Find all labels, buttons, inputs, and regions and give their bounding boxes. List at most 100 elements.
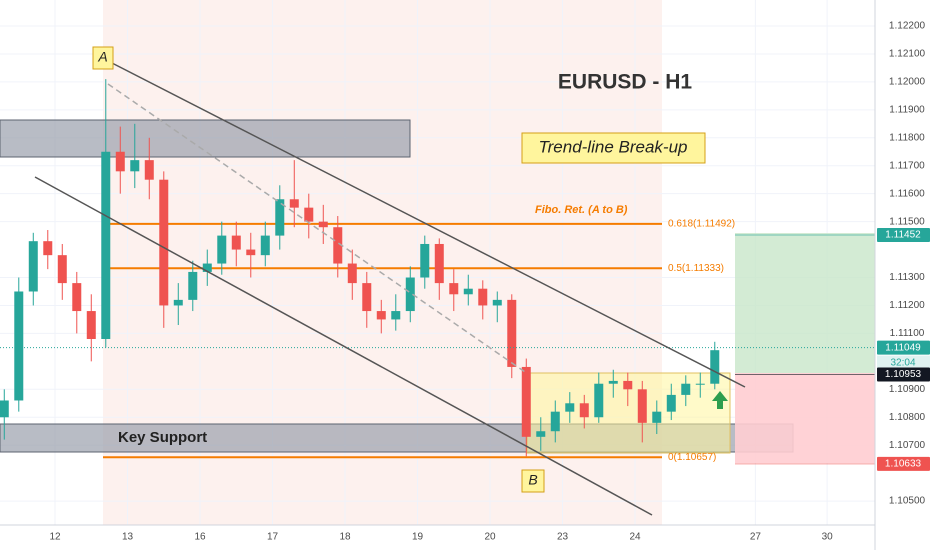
x-tick-label: 24	[629, 532, 641, 543]
candle-body	[695, 383, 705, 385]
candle-body	[159, 179, 169, 306]
candle-body	[536, 431, 546, 437]
candle-body	[507, 299, 517, 367]
candle-body	[130, 160, 140, 172]
candle-body	[710, 350, 720, 384]
x-tick-label: 18	[339, 532, 351, 543]
candle-body	[72, 283, 82, 312]
fib-label: 0.5(1.11333)	[668, 263, 724, 274]
y-tick-label: 1.12100	[889, 49, 926, 60]
candle-body	[565, 403, 575, 412]
countdown-badge	[877, 355, 930, 370]
zone-label: Key Support	[118, 429, 207, 446]
candle-body	[666, 394, 676, 412]
candle-body	[434, 243, 444, 284]
label-box	[521, 132, 706, 164]
y-tick-label: 1.10500	[889, 496, 926, 507]
trend-line	[109, 61, 746, 388]
price-badge	[877, 228, 930, 243]
arrow-up	[712, 391, 728, 409]
candle-body	[579, 403, 589, 418]
y-tick-label: 1.10900	[889, 384, 926, 395]
candle-body	[420, 243, 430, 278]
x-tick-label: 20	[484, 532, 496, 543]
candle-body	[14, 291, 24, 401]
candle-body	[217, 235, 227, 264]
y-tick-label: 1.11200	[889, 300, 925, 311]
x-tick-label: 30	[822, 532, 834, 543]
y-tick-label: 1.12000	[889, 77, 926, 88]
candle-body	[0, 400, 9, 418]
fib-label: 0(1.10657)	[668, 452, 716, 463]
point-box	[92, 46, 114, 70]
price-badge	[877, 340, 930, 355]
candle-body	[231, 235, 241, 250]
candle-body	[57, 255, 67, 284]
y-tick-label: 1.11300	[889, 272, 925, 283]
candle-body	[623, 380, 633, 390]
y-tick-label: 1.11800	[889, 132, 925, 143]
x-tick-label: 27	[750, 532, 762, 543]
resistance-zone	[0, 119, 411, 158]
candle-body	[202, 263, 212, 272]
candle-body	[449, 283, 459, 295]
candle-body	[463, 288, 473, 295]
candle-body	[362, 283, 372, 312]
candle-body	[101, 151, 111, 339]
candle-body	[550, 411, 560, 432]
y-tick-label: 1.11700	[889, 160, 925, 171]
x-tick-label: 16	[194, 532, 206, 543]
candle-body	[347, 263, 357, 284]
candle-body	[115, 151, 125, 172]
x-tick-label: 17	[267, 532, 279, 543]
price-badge-label: 1.11452	[885, 230, 921, 241]
price-badge-label: 1.10633	[885, 459, 922, 470]
x-tick-label: 23	[557, 532, 569, 543]
price-badge-label: 1.10953	[885, 369, 922, 380]
candle-body	[28, 241, 38, 292]
candle-body	[333, 227, 343, 264]
y-tick-label: 1.11100	[890, 328, 925, 339]
candle-body	[173, 299, 183, 306]
candle-body	[318, 221, 328, 228]
candle-body	[304, 207, 314, 222]
dashed-line	[107, 83, 526, 373]
countdown-label: 32:04	[890, 357, 915, 368]
candle-body	[275, 199, 285, 236]
y-tick-label: 1.10800	[889, 412, 926, 423]
candle-body	[681, 383, 691, 395]
x-tick-label: 13	[122, 532, 134, 543]
fib-label: 0.618(1.11492)	[668, 218, 735, 229]
target-zone	[735, 233, 875, 373]
y-tick-label: 1.12200	[889, 21, 926, 32]
trend-line	[34, 176, 653, 516]
candle-body	[144, 160, 154, 180]
candle-body	[289, 199, 299, 208]
price-badge	[877, 367, 930, 382]
candle-body	[478, 288, 488, 306]
price-badge	[877, 456, 930, 471]
x-tick-label: 12	[49, 532, 61, 543]
candle-body	[376, 311, 386, 320]
stop-zone	[735, 373, 875, 463]
candle-body	[391, 311, 401, 320]
x-tick-label: 19	[412, 532, 424, 543]
candle-body	[188, 271, 198, 300]
setup-label: Trend-line Break-up	[539, 137, 688, 156]
point-label: A	[97, 49, 107, 65]
candle-body	[652, 411, 662, 423]
title: EURUSD - H1	[558, 71, 693, 94]
candle-body	[594, 383, 604, 418]
price-badge-label: 1.11049	[885, 342, 921, 353]
plot: 0.618(1.11492) 0.5(1.11333) 0(1.10657)	[0, 79, 875, 465]
candle-body	[492, 299, 502, 306]
axes: 1.12200 1.12100 1.12000 1.11900 1.11800 1.117…	[49, 21, 930, 543]
candle-body	[608, 380, 618, 384]
y-tick-label: 1.10700	[889, 440, 926, 451]
candle-body	[405, 277, 415, 312]
candle-body	[246, 249, 256, 256]
point-box	[521, 469, 545, 493]
fib-title: Fibo. Ret. (A to B)	[535, 204, 628, 216]
y-tick-label: 1.11600	[889, 188, 925, 199]
